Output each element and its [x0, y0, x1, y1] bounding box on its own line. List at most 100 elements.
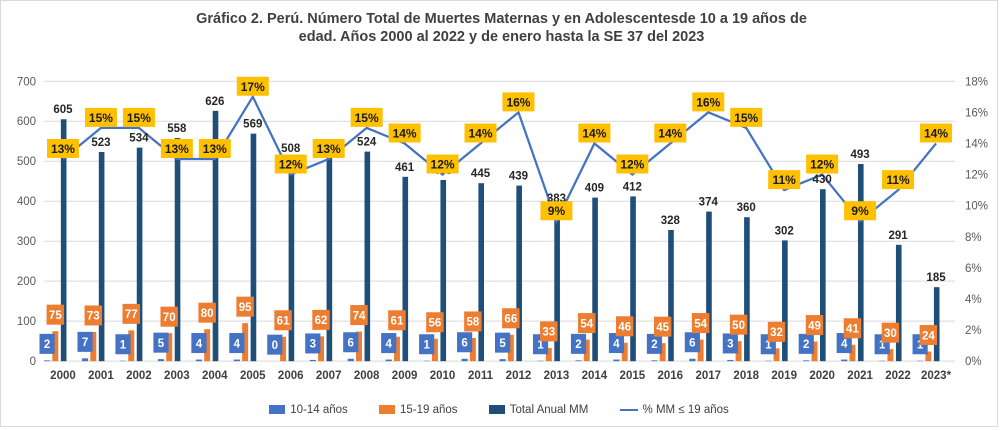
svg-text:461: 461: [395, 162, 415, 174]
svg-text:41: 41: [846, 323, 859, 335]
svg-text:445: 445: [471, 168, 491, 180]
svg-text:4: 4: [613, 338, 620, 350]
svg-text:14%: 14%: [658, 126, 682, 140]
svg-text:0: 0: [30, 356, 36, 368]
svg-text:62: 62: [315, 315, 328, 327]
svg-text:56: 56: [429, 317, 442, 329]
svg-text:185: 185: [926, 272, 946, 284]
svg-text:32: 32: [770, 327, 783, 339]
svg-text:2000: 2000: [50, 370, 76, 382]
svg-text:2008: 2008: [354, 370, 380, 382]
svg-text:61: 61: [277, 315, 290, 327]
svg-text:74: 74: [353, 310, 366, 322]
svg-text:2017: 2017: [695, 370, 721, 382]
svg-text:30: 30: [884, 328, 897, 340]
svg-text:54: 54: [580, 318, 593, 330]
svg-text:4: 4: [234, 338, 241, 350]
svg-text:360: 360: [737, 202, 756, 214]
svg-text:2013: 2013: [544, 370, 570, 382]
svg-text:95: 95: [239, 302, 252, 314]
svg-text:5: 5: [499, 338, 506, 350]
svg-text:374: 374: [699, 197, 719, 209]
svg-text:46: 46: [618, 321, 631, 333]
svg-text:6%: 6%: [965, 263, 982, 275]
svg-text:10%: 10%: [965, 201, 988, 213]
svg-text:11%: 11%: [886, 173, 910, 187]
svg-text:4: 4: [196, 338, 203, 350]
svg-text:2: 2: [651, 339, 657, 351]
svg-text:409: 409: [585, 183, 604, 195]
svg-text:3: 3: [310, 339, 316, 351]
svg-text:0%: 0%: [965, 356, 982, 368]
svg-text:2019: 2019: [771, 370, 797, 382]
svg-text:9%: 9%: [548, 204, 566, 218]
svg-text:12%: 12%: [279, 158, 303, 172]
svg-text:523: 523: [91, 137, 110, 149]
svg-text:2021: 2021: [847, 370, 873, 382]
svg-text:3: 3: [727, 339, 733, 351]
svg-text:18%: 18%: [965, 76, 988, 88]
svg-text:9%: 9%: [851, 204, 869, 218]
svg-text:302: 302: [775, 225, 794, 237]
svg-text:4: 4: [386, 338, 393, 350]
svg-text:4%: 4%: [965, 294, 982, 306]
svg-text:2006: 2006: [278, 370, 304, 382]
svg-text:5: 5: [158, 338, 165, 350]
svg-text:66: 66: [504, 313, 517, 325]
svg-text:2020: 2020: [809, 370, 835, 382]
svg-text:300: 300: [17, 236, 36, 248]
svg-text:61: 61: [391, 315, 404, 327]
svg-text:2018: 2018: [733, 370, 759, 382]
svg-text:2010: 2010: [430, 370, 456, 382]
svg-text:626: 626: [205, 96, 224, 108]
svg-text:2016: 2016: [658, 370, 684, 382]
svg-text:291: 291: [888, 230, 908, 242]
svg-text:14%: 14%: [582, 126, 606, 140]
svg-text:2: 2: [803, 339, 809, 351]
svg-text:70: 70: [163, 312, 176, 324]
svg-text:2001: 2001: [88, 370, 114, 382]
svg-text:2: 2: [575, 339, 581, 351]
svg-text:493: 493: [851, 149, 870, 161]
svg-text:12%: 12%: [620, 158, 644, 172]
svg-text:15%: 15%: [89, 111, 113, 125]
svg-text:15%: 15%: [127, 111, 151, 125]
svg-text:33: 33: [542, 327, 555, 339]
svg-text:2005: 2005: [240, 370, 266, 382]
svg-text:2007: 2007: [316, 370, 342, 382]
svg-text:14%: 14%: [965, 138, 988, 150]
svg-text:0: 0: [272, 340, 278, 352]
svg-text:14%: 14%: [924, 126, 948, 140]
svg-text:73: 73: [87, 311, 100, 323]
svg-text:13%: 13%: [165, 142, 189, 156]
svg-text:16%: 16%: [696, 95, 720, 109]
svg-text:14%: 14%: [393, 126, 417, 140]
svg-text:12%: 12%: [810, 158, 834, 172]
svg-text:58: 58: [466, 317, 479, 329]
svg-text:412: 412: [623, 181, 642, 193]
svg-text:2009: 2009: [392, 370, 418, 382]
svg-text:13%: 13%: [317, 142, 341, 156]
svg-text:13%: 13%: [51, 142, 75, 156]
svg-text:15%: 15%: [734, 111, 758, 125]
svg-text:430: 430: [813, 174, 832, 186]
svg-text:6: 6: [348, 337, 354, 349]
svg-text:75: 75: [49, 310, 62, 322]
svg-text:14%: 14%: [469, 126, 493, 140]
svg-text:49: 49: [808, 320, 821, 332]
svg-text:2015: 2015: [620, 370, 646, 382]
svg-text:13%: 13%: [203, 142, 227, 156]
svg-text:16%: 16%: [965, 107, 988, 119]
svg-text:4: 4: [841, 338, 848, 350]
svg-text:569: 569: [243, 119, 262, 131]
svg-text:2004: 2004: [202, 370, 228, 382]
svg-text:2%: 2%: [965, 325, 982, 337]
svg-text:2003: 2003: [164, 370, 190, 382]
svg-text:12%: 12%: [965, 170, 988, 182]
svg-text:17%: 17%: [241, 80, 265, 94]
svg-text:2011: 2011: [468, 370, 494, 382]
svg-text:77: 77: [125, 309, 138, 321]
svg-text:2: 2: [44, 339, 50, 351]
svg-text:605: 605: [53, 104, 73, 116]
svg-text:1: 1: [423, 339, 430, 351]
